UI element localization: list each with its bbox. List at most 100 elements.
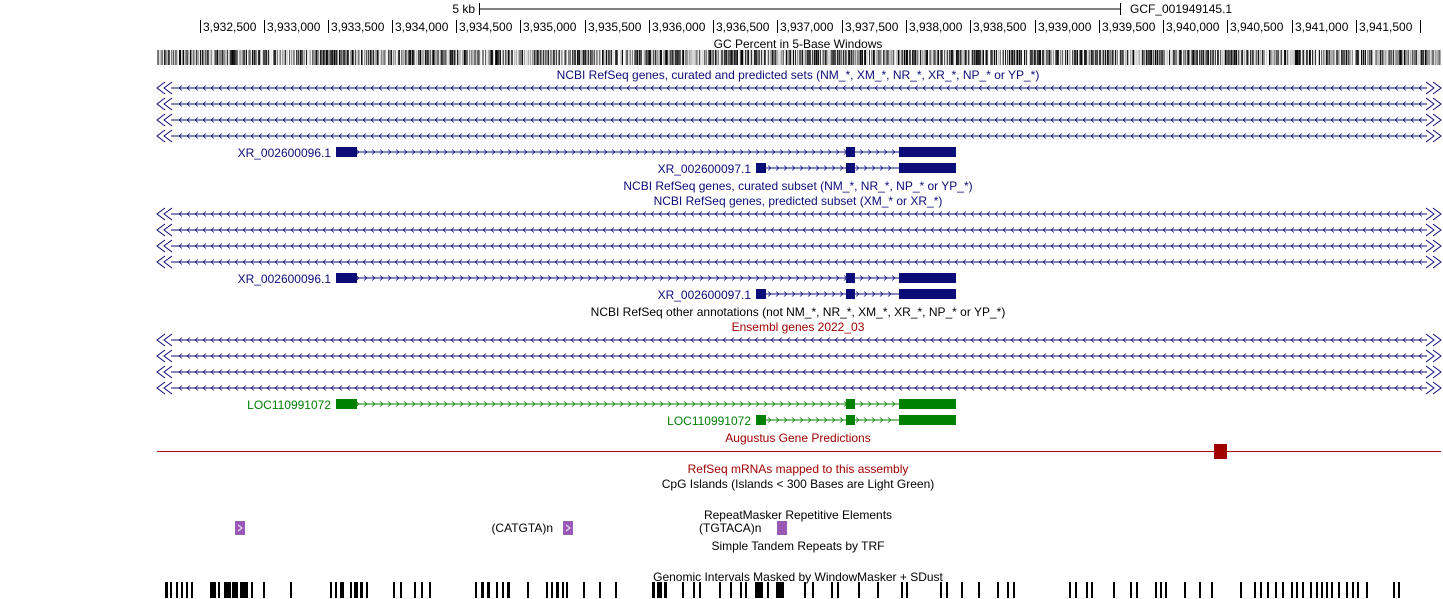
gc-window	[952, 50, 953, 65]
strand-chevron	[850, 337, 855, 343]
strand-chevron	[699, 401, 704, 407]
track-title-refseq-predicted[interactable]: NCBI RefSeq genes, predicted subset (XM_…	[653, 194, 943, 208]
strand-chevron	[530, 101, 535, 107]
gc-window	[263, 50, 264, 65]
strand-chevron	[1050, 117, 1055, 123]
gc-window	[597, 50, 598, 65]
track-title-ensembl[interactable]: Ensembl genes 2022_03	[731, 320, 865, 334]
gc-window	[556, 50, 557, 65]
windowmasker-interval	[858, 582, 860, 598]
gc-window	[748, 50, 749, 65]
strand-chevron	[475, 275, 480, 281]
track-title-refseq-curated[interactable]: NCBI RefSeq genes, curated subset (NM_*,…	[623, 179, 973, 193]
gc-window	[1115, 50, 1116, 65]
strand-chevron	[595, 275, 600, 281]
gc-window	[581, 50, 582, 65]
track-title-refseq-other[interactable]: NCBI RefSeq other annotations (not NM_*,…	[590, 305, 1006, 319]
strand-chevron	[602, 227, 607, 233]
strand-chevron	[506, 85, 511, 91]
strand-chevron	[466, 243, 471, 249]
gc-window	[1194, 50, 1195, 65]
repeat-label[interactable]: (CATGTA)n	[491, 521, 553, 535]
strand-chevron	[930, 353, 935, 359]
gc-window	[1184, 50, 1185, 65]
strand-chevron	[1202, 259, 1207, 265]
strand-chevron	[1042, 259, 1047, 265]
strand-chevron	[354, 133, 359, 139]
strand-chevron	[930, 337, 935, 343]
gene-label[interactable]: XR_002600097.1	[657, 162, 751, 176]
gc-window	[829, 50, 830, 65]
gc-window	[241, 50, 242, 65]
gc-window	[1047, 50, 1048, 65]
gc-window	[525, 50, 526, 65]
strand-chevron	[202, 353, 207, 359]
strand-chevron	[194, 353, 199, 359]
strand-chevron	[791, 291, 796, 297]
strand-chevron	[1394, 369, 1399, 375]
strand-chevron	[1194, 117, 1199, 123]
strand-chevron	[522, 227, 527, 233]
gc-window	[981, 50, 982, 65]
continuation-arrow	[156, 381, 166, 395]
gc-window	[404, 50, 405, 65]
gc-window	[1432, 50, 1433, 65]
gene-label[interactable]: LOC110991072	[667, 414, 751, 428]
gc-window	[1419, 50, 1420, 65]
strand-chevron	[498, 117, 503, 123]
strand-chevron	[474, 337, 479, 343]
strand-chevron	[803, 401, 808, 407]
strand-chevron	[603, 149, 608, 155]
strand-chevron	[1330, 211, 1335, 217]
gene-label[interactable]: XR_002600096.1	[237, 146, 331, 160]
gc-window	[1113, 50, 1114, 65]
strand-chevron	[1018, 133, 1023, 139]
gc-window	[883, 50, 884, 65]
gc-window	[394, 50, 395, 65]
strand-chevron	[522, 101, 527, 107]
track-title-cpg[interactable]: CpG Islands (Islands < 300 Bases are Lig…	[661, 477, 935, 491]
repeat-label[interactable]: (TGTACA)n	[699, 521, 762, 535]
track-title-refseq-mrna[interactable]: RefSeq mRNAs mapped to this assembly	[687, 462, 909, 476]
gene-label[interactable]: LOC110991072	[247, 398, 331, 412]
gene-label[interactable]: XR_002600096.1	[237, 272, 331, 286]
gc-window	[507, 50, 508, 65]
strand-chevron	[1306, 227, 1311, 233]
track-title-gc-percent[interactable]: GC Percent in 5-Base Windows	[713, 37, 883, 51]
strand-chevron	[786, 117, 791, 123]
gc-window	[1101, 50, 1102, 65]
strand-chevron	[922, 227, 927, 233]
continuation-arrow	[1425, 365, 1435, 379]
strand-chevron	[938, 337, 943, 343]
strand-chevron	[1210, 259, 1215, 265]
strand-chevron	[1066, 117, 1071, 123]
gene-label[interactable]: XR_002600097.1	[657, 288, 751, 302]
gc-window	[787, 50, 788, 65]
strand-chevron	[459, 401, 464, 407]
gc-window	[867, 50, 868, 65]
strand-chevron	[563, 275, 568, 281]
gc-window	[1347, 50, 1348, 65]
gc-window	[478, 50, 479, 65]
strand-chevron	[322, 117, 327, 123]
track-title-repeatmasker[interactable]: RepeatMasker Repetitive Elements	[703, 508, 893, 522]
strand-chevron	[386, 369, 391, 375]
strand-chevron	[274, 117, 279, 123]
gc-window	[444, 50, 445, 65]
track-title-windowmasker[interactable]: Genomic Intervals Masked by WindowMasker…	[653, 570, 943, 584]
windowmasker-interval	[997, 582, 999, 598]
strand-chevron	[1130, 133, 1135, 139]
track-title-simple-repeats[interactable]: Simple Tandem Repeats by TRF	[711, 539, 885, 553]
strand-chevron	[922, 133, 927, 139]
gc-window	[1263, 50, 1264, 65]
strand-chevron	[754, 85, 759, 91]
strand-chevron	[210, 211, 215, 217]
strand-chevron	[1074, 259, 1079, 265]
strand-chevron	[683, 401, 688, 407]
gc-window	[273, 50, 274, 65]
gc-window	[715, 50, 716, 65]
track-title-refseq-all[interactable]: NCBI RefSeq genes, curated and predicted…	[556, 68, 1040, 82]
track-title-augustus[interactable]: Augustus Gene Predictions	[725, 431, 871, 445]
